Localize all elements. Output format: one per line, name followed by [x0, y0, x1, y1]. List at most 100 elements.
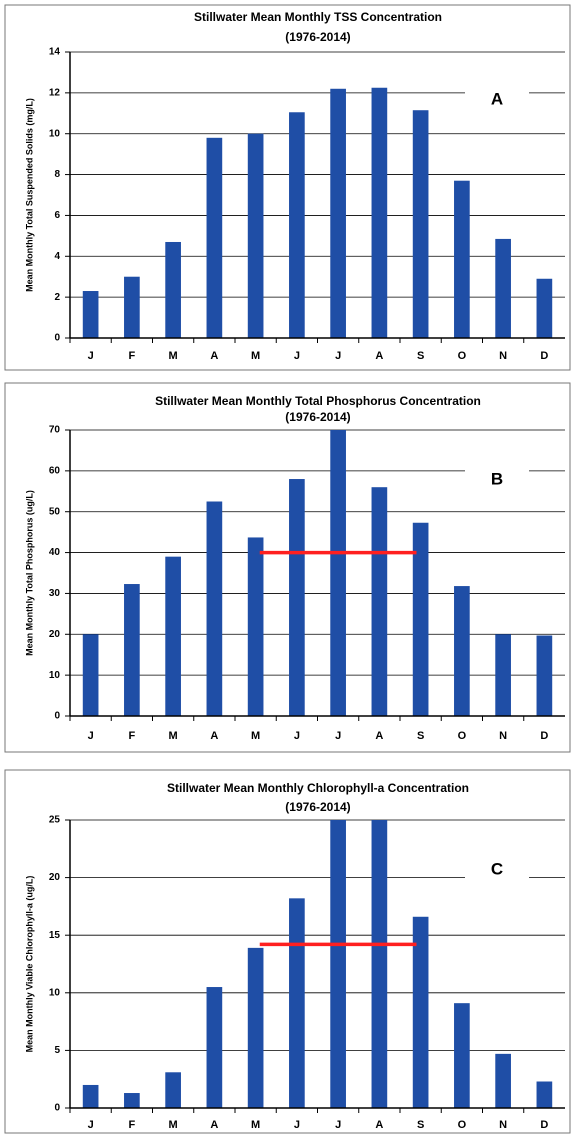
y-tick-label: 12	[49, 87, 61, 98]
bar	[124, 1093, 140, 1108]
x-tick-label: A	[210, 350, 218, 362]
y-tick-label: 0	[54, 333, 60, 344]
bar	[289, 479, 305, 716]
bar	[289, 112, 305, 338]
y-tick-label: 0	[54, 1103, 60, 1114]
bar	[165, 241, 181, 338]
bar	[371, 87, 388, 338]
x-tick-label: S	[417, 730, 424, 742]
bar	[206, 501, 223, 716]
bar	[206, 987, 223, 1108]
x-tick-label: J	[335, 350, 341, 362]
bar	[495, 238, 511, 338]
chart-subtitle: (1976-2014)	[285, 410, 350, 424]
x-tick-label: A	[375, 1119, 383, 1131]
x-tick-label: O	[458, 350, 467, 362]
x-tick-label: A	[210, 730, 218, 742]
bar	[247, 133, 264, 338]
x-tick-label: A	[210, 1119, 218, 1131]
x-tick-label: D	[540, 1119, 548, 1131]
y-tick-label: 10	[49, 987, 61, 998]
x-tick-label: J	[88, 1119, 94, 1131]
y-tick-label: 15	[49, 930, 61, 941]
bar	[454, 1003, 470, 1108]
chart-frame	[4, 769, 571, 1134]
x-tick-label: N	[499, 730, 507, 742]
bar	[82, 634, 99, 716]
y-tick-label: 14	[49, 47, 61, 58]
x-tick-label: F	[129, 350, 136, 362]
x-tick-label: M	[251, 1119, 260, 1131]
y-tick-label: 2	[54, 292, 60, 303]
y-tick-label: 10	[49, 670, 61, 681]
bar	[330, 88, 346, 339]
x-tick-label: N	[499, 1119, 507, 1131]
x-tick-label: D	[540, 350, 548, 362]
bar	[124, 584, 140, 716]
bar	[454, 586, 470, 716]
annotation: A	[491, 89, 503, 108]
chart-title: Stillwater Mean Monthly Chlorophyll-a Co…	[167, 781, 469, 795]
x-tick-label: O	[458, 1119, 467, 1131]
bar	[412, 110, 429, 338]
x-tick-label: J	[88, 730, 94, 742]
annotation-bg	[465, 856, 529, 884]
x-tick-label: A	[375, 350, 383, 362]
y-tick-label: 6	[54, 210, 60, 221]
y-tick-label: 8	[54, 169, 60, 180]
chart-title: Stillwater Mean Monthly Total Phosphorus…	[155, 394, 481, 408]
chart: Stillwater Mean Monthly Chlorophyll-a Co…	[4, 769, 571, 1134]
bar	[371, 820, 388, 1108]
bar	[330, 820, 346, 1108]
chart: Stillwater Mean Monthly TSS Concentratio…	[4, 4, 571, 371]
annotation: B	[491, 469, 503, 488]
bar	[82, 291, 99, 338]
x-tick-label: S	[417, 1119, 424, 1131]
chart-frame	[4, 382, 571, 753]
x-tick-label: J	[335, 730, 341, 742]
y-tick-label: 0	[54, 711, 60, 722]
bar	[536, 1081, 553, 1108]
y-tick-label: 20	[49, 872, 61, 883]
bar	[536, 635, 553, 716]
y-tick-label: 5	[54, 1045, 60, 1056]
bar	[454, 180, 470, 338]
x-tick-label: J	[335, 1119, 341, 1131]
y-tick-label: 20	[49, 629, 61, 640]
chart-frame	[4, 4, 571, 371]
bar	[247, 947, 264, 1108]
annotation-bg	[465, 86, 529, 114]
annotation: C	[491, 859, 503, 878]
x-tick-label: D	[540, 730, 548, 742]
bar	[495, 1053, 511, 1108]
x-tick-label: M	[251, 350, 260, 362]
x-tick-label: A	[375, 730, 383, 742]
bar	[82, 1084, 99, 1108]
chart-title: Stillwater Mean Monthly TSS Concentratio…	[194, 10, 442, 24]
x-tick-label: M	[169, 1119, 178, 1131]
bar	[536, 278, 553, 338]
x-tick-label: F	[129, 730, 136, 742]
y-tick-label: 4	[54, 251, 60, 262]
bar	[495, 634, 511, 716]
chart-subtitle: (1976-2014)	[285, 800, 350, 814]
x-tick-label: J	[294, 730, 300, 742]
chart: Stillwater Mean Monthly Total Phosphorus…	[4, 382, 571, 753]
x-tick-label: J	[294, 1119, 300, 1131]
y-axis-label: Mean Monthly Total Phosphorus (ug/L)	[24, 490, 34, 656]
y-axis-label: Mean Monthly Total Suspended Solids (mg/…	[24, 98, 34, 292]
bar	[165, 1072, 181, 1108]
bar	[206, 137, 223, 338]
y-tick-label: 70	[49, 425, 61, 436]
bar	[412, 916, 429, 1108]
bar	[371, 487, 388, 716]
x-tick-label: M	[169, 730, 178, 742]
bar	[124, 276, 140, 338]
bar	[165, 556, 181, 716]
annotation-bg	[465, 466, 529, 494]
y-tick-label: 30	[49, 588, 61, 599]
y-tick-label: 50	[49, 506, 61, 517]
chart-subtitle: (1976-2014)	[285, 30, 350, 44]
